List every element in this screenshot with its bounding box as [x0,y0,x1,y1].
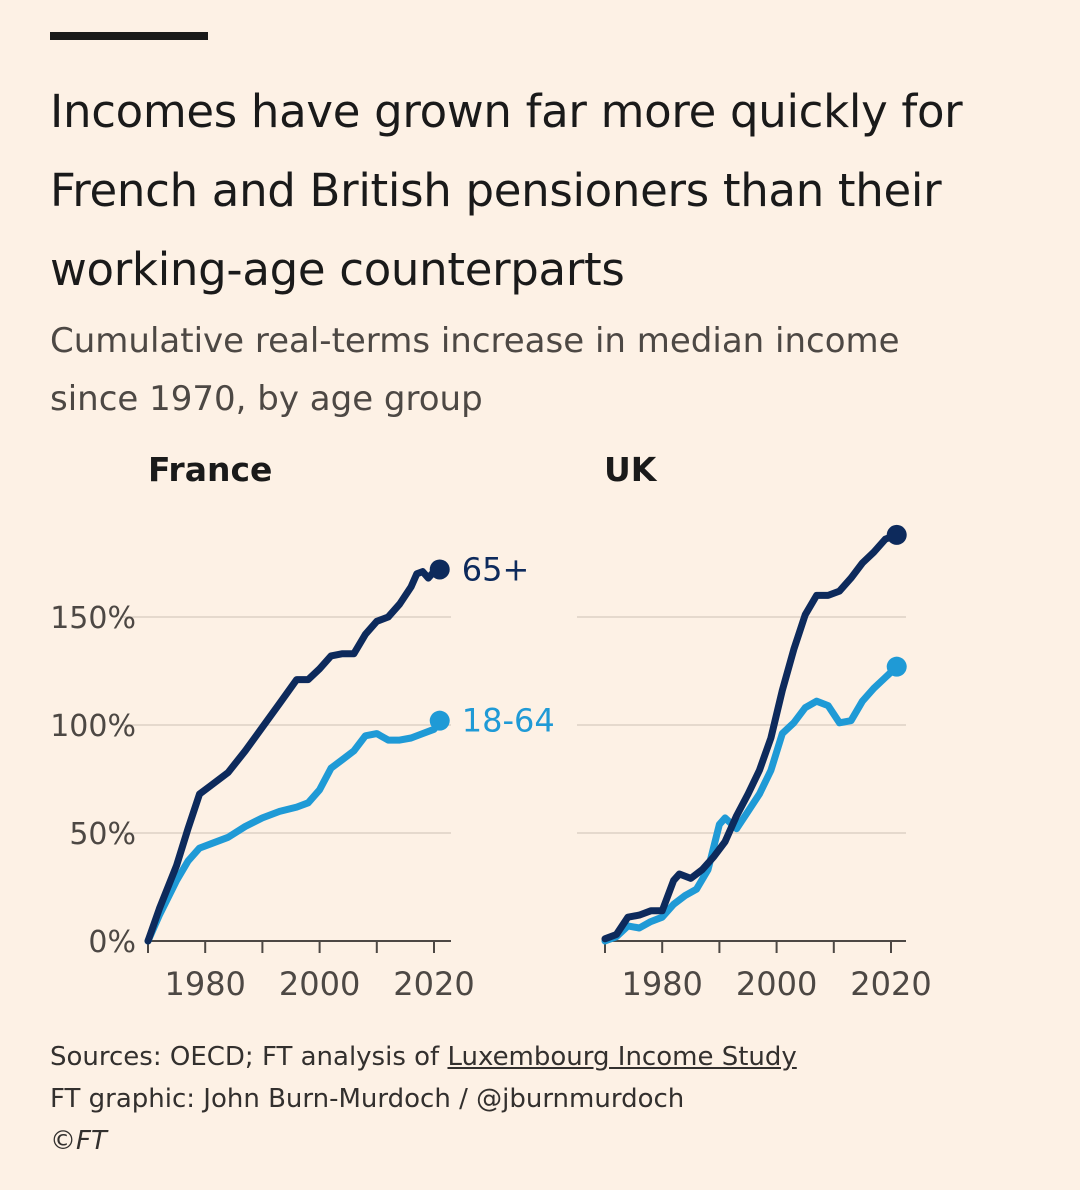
france-series-65-plus-line [144,566,444,945]
copyright: ©FT [50,1126,107,1156]
france-x-tick-label: 1980 [164,965,245,1003]
france-series-65-plus-label: 65+ [462,550,530,588]
uk-series-18-64-line [601,663,901,945]
uk-series-65-plus-end-dot [886,524,907,545]
sources-link[interactable]: Luxembourg Income Study [447,1042,797,1072]
subtitle-line-1: Cumulative real-terms increase in median… [50,321,900,361]
france-y-tick-label: 50% [69,817,136,852]
panel-title-uk: UK [604,450,657,489]
uk-x-tick-label: 2000 [736,965,817,1003]
uk-x-tick-label: 2020 [850,965,931,1003]
france-series-18-64-label: 18-64 [462,702,555,740]
chart-title: Incomes have grown far more quickly for … [50,72,1050,309]
header-rule [50,32,208,40]
title-line-3: working-age counterparts [50,243,625,296]
france-series-18-64-line [144,717,444,945]
uk-series-18-64-end-dot [886,656,907,677]
uk-x-tick-label: 1980 [621,965,702,1003]
uk-series-65-plus-line [601,531,901,943]
chart-subtitle: Cumulative real-terms increase in median… [50,312,1050,428]
france-x-tick-label: 2020 [393,965,474,1003]
sources-prefix: Sources: OECD; FT analysis of [50,1042,448,1072]
panel-title-france: France [148,450,273,489]
footer: Sources: OECD; FT analysis of Luxembourg… [50,1036,1050,1162]
title-line-2: French and British pensioners than their [50,164,942,217]
france-series-18-64-end-dot [429,710,450,731]
france-y-tick-label: 0% [88,925,136,960]
france-y-tick-label: 150% [50,601,136,636]
france-x-tick-label: 2000 [279,965,360,1003]
france-y-tick-label: 100% [50,709,136,744]
france-series-65-plus-end-dot [429,559,450,580]
subtitle-line-2: since 1970, by age group [50,379,483,419]
sources-line: Sources: OECD; FT analysis of Luxembourg… [50,1036,1050,1078]
credit-line: FT graphic: John Burn-Murdoch / @jburnmu… [50,1084,685,1114]
title-line-1: Incomes have grown far more quickly for [50,85,963,138]
